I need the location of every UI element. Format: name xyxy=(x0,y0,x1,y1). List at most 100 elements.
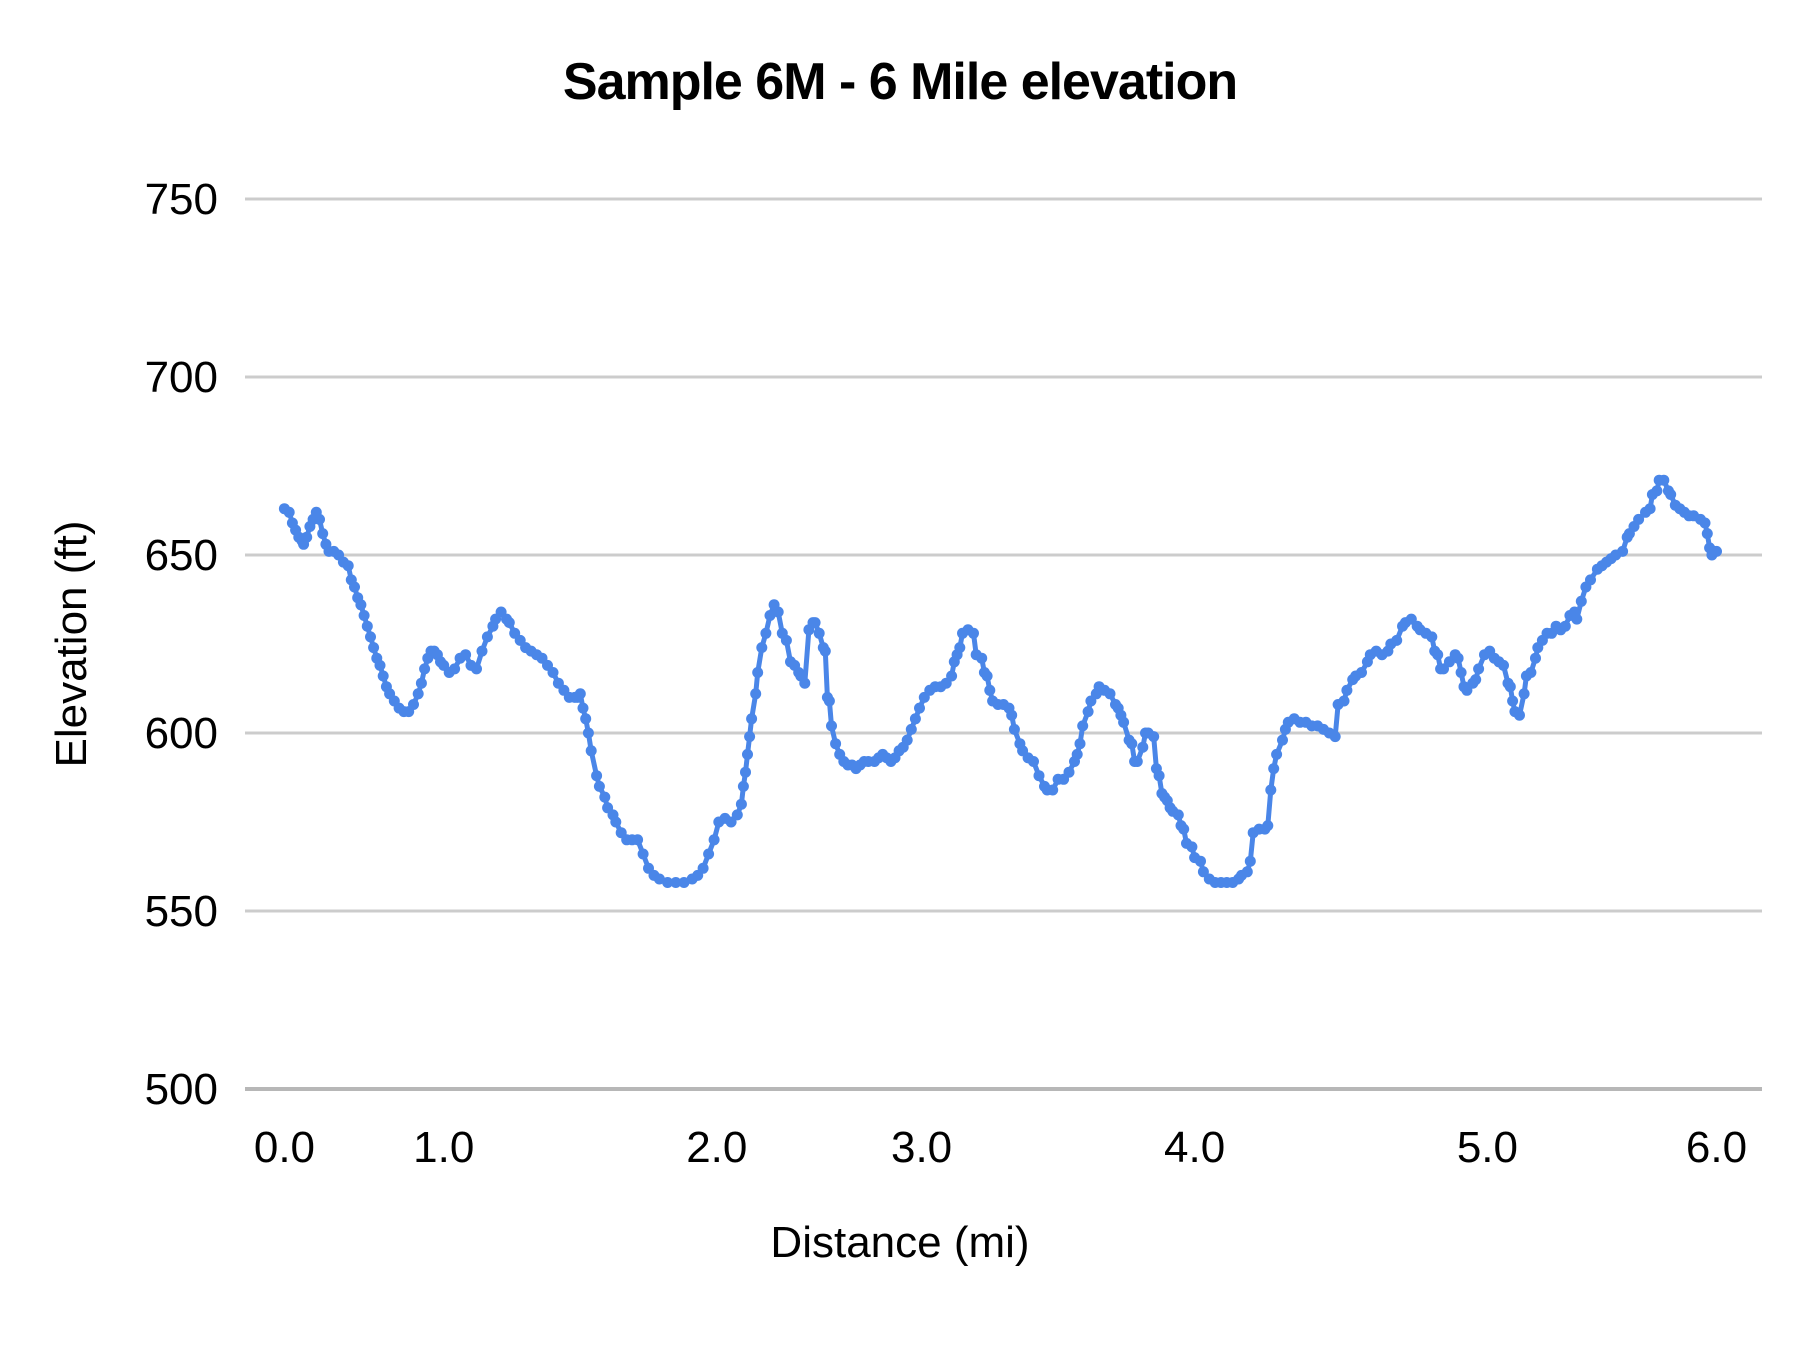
data-point-dot xyxy=(946,670,958,682)
data-point-dot xyxy=(599,791,611,803)
data-point-dot xyxy=(764,610,776,621)
data-point-dot xyxy=(577,702,589,714)
data-point-dot xyxy=(1651,485,1663,497)
data-point-dot xyxy=(1131,756,1143,767)
data-point-dot xyxy=(1559,620,1571,632)
data-point-dot xyxy=(632,834,644,846)
data-point-dot xyxy=(361,620,373,632)
data-point-dot xyxy=(1633,513,1645,525)
x-tick-label: 2.0 xyxy=(686,1123,747,1172)
data-point-dot xyxy=(503,617,515,629)
data-point-dot xyxy=(1265,784,1277,796)
data-point-dot xyxy=(1172,809,1184,821)
data-point-dot xyxy=(1525,667,1537,678)
data-point-dot xyxy=(317,528,329,540)
data-point-dot xyxy=(1356,667,1367,678)
y-tick-label: 600 xyxy=(145,709,218,758)
data-point-dot xyxy=(1126,738,1138,750)
data-point-dot xyxy=(809,617,821,629)
data-point-dot xyxy=(610,816,622,828)
data-point-dot xyxy=(1585,574,1596,586)
data-point-dot xyxy=(342,560,354,572)
data-point-dot xyxy=(1008,723,1020,735)
data-point-dot xyxy=(1473,663,1485,675)
y-tick-label: 550 xyxy=(145,887,218,936)
data-point-dot xyxy=(744,731,756,743)
data-point-dot xyxy=(1571,613,1583,625)
data-point-dot xyxy=(1241,866,1253,878)
y-tick-label: 650 xyxy=(145,531,218,580)
elevation-series-line xyxy=(281,477,1719,885)
data-point-dot xyxy=(580,713,592,725)
data-point-dot xyxy=(1118,716,1130,728)
data-point-dot xyxy=(1271,748,1283,760)
data-point-dot xyxy=(752,667,764,678)
data-point-dot xyxy=(1137,741,1149,753)
data-point-dot xyxy=(1507,695,1519,707)
data-point-dot xyxy=(1071,748,1083,760)
data-point-dot xyxy=(914,702,925,714)
data-point-dot xyxy=(1077,720,1089,732)
data-point-dot xyxy=(742,748,753,760)
y-axis-title: Elevation (ft) xyxy=(47,520,96,768)
data-point-dot xyxy=(1033,770,1045,782)
y-tick-label: 500 xyxy=(145,1065,218,1114)
data-point-dot xyxy=(1518,688,1530,700)
x-tick-label: 1.0 xyxy=(413,1123,474,1172)
data-point-dot xyxy=(1498,659,1509,671)
x-tick-label: 4.0 xyxy=(1164,1123,1225,1172)
x-tick-label: 3.0 xyxy=(891,1123,952,1172)
data-point-dot xyxy=(349,581,360,593)
data-point-dot xyxy=(697,862,709,874)
data-point-dot xyxy=(826,720,837,732)
data-point-dot xyxy=(662,877,674,888)
data-point-dot xyxy=(670,877,682,888)
data-point-dot xyxy=(1063,766,1075,778)
data-point-dot xyxy=(737,780,749,792)
data-point-dot xyxy=(365,631,376,643)
data-point-dot xyxy=(1006,709,1018,721)
data-point-dot xyxy=(368,642,380,654)
x-tick-label: 5.0 xyxy=(1457,1123,1518,1172)
data-point-dot xyxy=(355,599,367,611)
data-point-dot xyxy=(740,766,751,778)
data-point-dot xyxy=(1104,688,1116,700)
data-point-dot xyxy=(547,667,559,678)
data-point-dot xyxy=(283,506,295,518)
data-point-dot xyxy=(760,627,772,639)
data-point-dot xyxy=(412,688,424,700)
data-point-dot xyxy=(1530,652,1541,664)
data-point-dot xyxy=(637,848,649,860)
data-point-dot xyxy=(954,642,966,654)
data-point-dot xyxy=(725,816,737,828)
data-point-dot xyxy=(976,652,988,664)
data-point-dot xyxy=(471,663,482,675)
data-point-dot xyxy=(819,645,831,657)
data-point-dot xyxy=(1432,649,1444,661)
data-point-dot xyxy=(708,834,720,846)
y-tick-label: 700 xyxy=(145,353,218,402)
data-point-dot xyxy=(678,877,690,888)
data-point-dot xyxy=(1195,855,1206,867)
data-point-dot xyxy=(1426,631,1438,643)
x-tick-label: 0.0 xyxy=(254,1123,315,1172)
data-point-dot xyxy=(981,670,993,682)
data-point-dot xyxy=(415,677,427,689)
data-point-dot xyxy=(1658,474,1670,486)
data-point-dot xyxy=(746,713,758,725)
data-point-dot xyxy=(1262,820,1274,832)
data-point-dot xyxy=(1455,667,1467,678)
data-point-dot xyxy=(408,699,419,710)
data-point-dot xyxy=(1711,545,1722,557)
data-point-dot xyxy=(823,695,835,707)
data-point-dot xyxy=(460,649,472,661)
data-point-dot xyxy=(1391,634,1403,646)
data-point-dot xyxy=(1082,706,1094,718)
data-point-dot xyxy=(1514,709,1525,721)
data-point-dot xyxy=(1699,517,1711,529)
data-point-dot xyxy=(1452,652,1464,664)
data-point-dot xyxy=(772,606,784,618)
data-point-dot xyxy=(799,677,811,689)
data-point-dot xyxy=(653,873,665,885)
